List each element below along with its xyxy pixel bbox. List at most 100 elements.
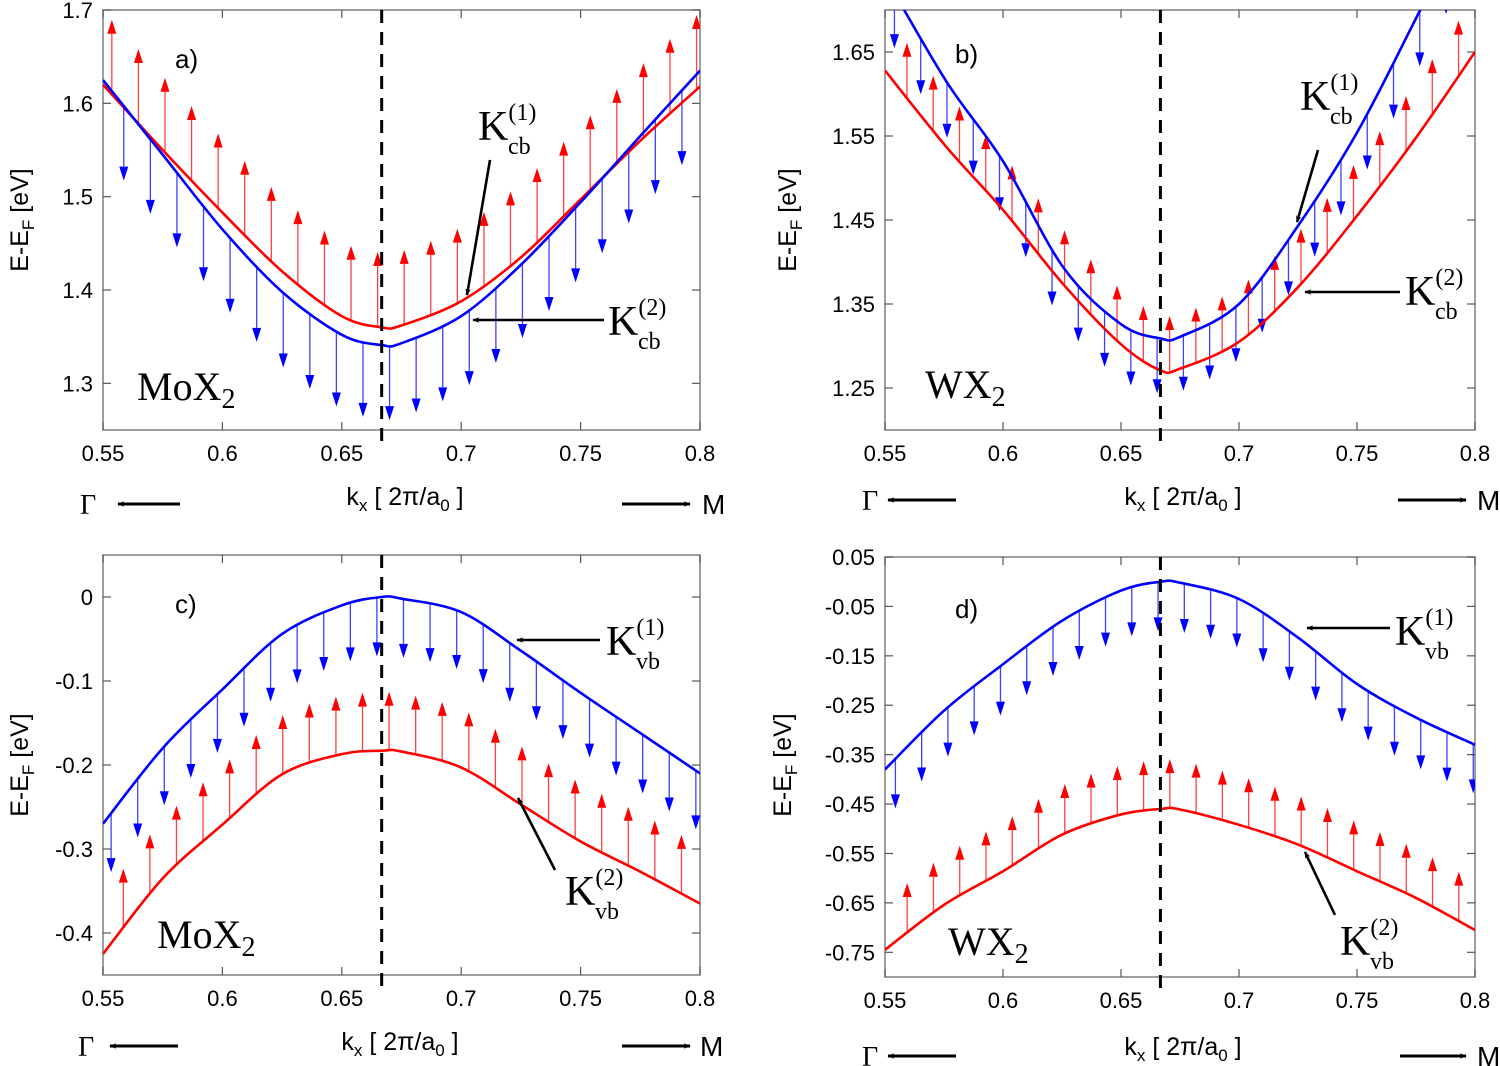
text-part: -0.1: [55, 669, 93, 694]
spin-arrow-up: [358, 692, 368, 752]
band-label-sup: (1): [1330, 70, 1358, 96]
spin-arrow-head: [1284, 666, 1294, 681]
spin-arrow-head: [1126, 371, 1136, 386]
spin-arrow-up: [187, 105, 197, 181]
spin-arrow-head: [1007, 816, 1017, 831]
text-part: 0.75: [1336, 441, 1379, 466]
spin-arrow-down: [1442, 732, 1452, 782]
text-part: 1.6: [62, 91, 93, 116]
band-curve-K2vb: [103, 748, 700, 955]
spin-arrow-up: [240, 160, 250, 236]
y-tick-label: 1.65: [832, 40, 875, 65]
x-axis-title-part: [ 2π/a: [1145, 1033, 1218, 1061]
x-axis-title: kx [ 2π/a0 ]: [346, 483, 463, 515]
y-tick-label: 1.25: [832, 376, 875, 401]
spin-arrow-head: [916, 80, 926, 95]
spin-arrow-head: [398, 643, 408, 658]
x-axis-title-part: x: [1137, 1046, 1146, 1065]
y-axis-title-part: F: [787, 220, 806, 230]
spin-arrow-head: [384, 691, 394, 706]
text-part: M: [1477, 1041, 1500, 1066]
band-label-main: K: [1405, 269, 1435, 315]
band-curve-K1vb: [885, 579, 1475, 771]
plot-frame: [102, 9, 701, 431]
spin-arrow-up: [426, 240, 436, 316]
spin-arrow-head: [1073, 327, 1083, 342]
y-tick-label: -0.05: [825, 594, 875, 619]
spin-arrow-down: [438, 326, 448, 402]
spin-arrow-down: [411, 337, 421, 413]
spin-arrow-head: [239, 712, 249, 727]
spin-arrow-up: [1270, 255, 1280, 312]
spin-arrow-head: [278, 715, 288, 730]
y-tick-label: -0.55: [825, 841, 875, 866]
spin-arrow-down: [239, 667, 249, 727]
band-label-sub: vb: [595, 899, 619, 925]
spin-arrow-head: [544, 296, 554, 311]
spin-arrow-head: [452, 655, 462, 670]
band-curve-K1vb: [103, 595, 700, 825]
spin-arrow-up: [1296, 228, 1306, 285]
text-part: 0.6: [207, 986, 238, 1011]
panel-d: 0.55 0.6 0.65 0.7 0.75 0.8 -0.75 -0.65 -0.55 -0.4…: [769, 545, 1500, 1066]
spin-arrow-head: [1428, 857, 1438, 872]
spin-arrow-head: [1283, 281, 1293, 296]
spin-arrow-up: [1428, 857, 1438, 907]
band-label-sub: cb: [638, 329, 661, 355]
spin-arrow-up: [384, 691, 394, 751]
spin-arrow-down: [1336, 159, 1346, 216]
spin-arrow-up: [902, 883, 912, 933]
spin-arrow-up: [1191, 763, 1201, 814]
spin-arrow-head: [266, 186, 276, 201]
spin-arrow-down: [1127, 586, 1137, 637]
spin-arrow-head: [1127, 622, 1137, 637]
spin-arrow-head: [517, 323, 527, 338]
spin-arrow-down: [464, 310, 474, 386]
band-label-sup: (2): [595, 865, 623, 891]
text-part: -0.65: [825, 891, 875, 916]
y-tick-label: 0.05: [832, 545, 875, 570]
y-axis-title-part: [eV]: [774, 168, 802, 219]
spin-arrow-up: [638, 63, 648, 138]
spin-arrow-head: [623, 806, 633, 821]
spin-arrow-head: [1310, 242, 1320, 257]
band-annotation-label: K(2) vb: [565, 865, 623, 925]
spin-arrow-up: [411, 695, 421, 755]
spin-arrow-head: [1165, 316, 1175, 331]
spin-arrow-down: [266, 642, 276, 702]
spin-arrow-up: [293, 210, 303, 285]
spin-arrow-up: [1348, 164, 1358, 221]
spin-arrow-head: [1112, 285, 1122, 300]
y-tick-label: -0.25: [825, 693, 875, 718]
spin-arrow-down: [1416, 719, 1426, 770]
spin-arrow-down: [968, 119, 978, 175]
text-part: 0.55: [82, 986, 125, 1011]
spin-arrow-up: [278, 715, 288, 774]
spin-arrow-head: [1349, 820, 1359, 835]
spin-arrow-head: [425, 648, 435, 663]
spin-arrow-head: [411, 695, 421, 710]
spin-arrow-head: [1415, 52, 1425, 67]
y-tick-label: 1.35: [832, 292, 875, 317]
band-annotation-label: K(2) vb: [1340, 915, 1398, 975]
band-label-sup: (1): [508, 100, 536, 126]
y-tick-label: 1.45: [832, 208, 875, 233]
spin-arrow-head: [1086, 259, 1096, 274]
spin-arrow-down: [917, 732, 927, 782]
spin-arrow-up: [954, 106, 964, 162]
spin-arrow-head: [531, 706, 541, 721]
band-annotation-label: K(1) cb: [478, 100, 536, 160]
band-annotation-label: K(1) vb: [606, 615, 664, 675]
spin-arrow-head: [928, 862, 938, 877]
spin-arrow-down: [1415, 10, 1425, 67]
spin-arrow-head: [571, 268, 581, 283]
band-annotation-arrow: [1303, 851, 1337, 916]
spin-arrow-down: [159, 746, 169, 806]
material-label: WX2: [948, 919, 1029, 970]
spin-arrow-down: [1363, 691, 1373, 741]
text-part: 2: [1015, 939, 1029, 970]
spin-arrow-head: [106, 858, 116, 873]
spin-arrow-head: [638, 779, 648, 794]
spin-arrow-head: [399, 249, 409, 264]
spin-arrow-down: [1073, 286, 1083, 342]
